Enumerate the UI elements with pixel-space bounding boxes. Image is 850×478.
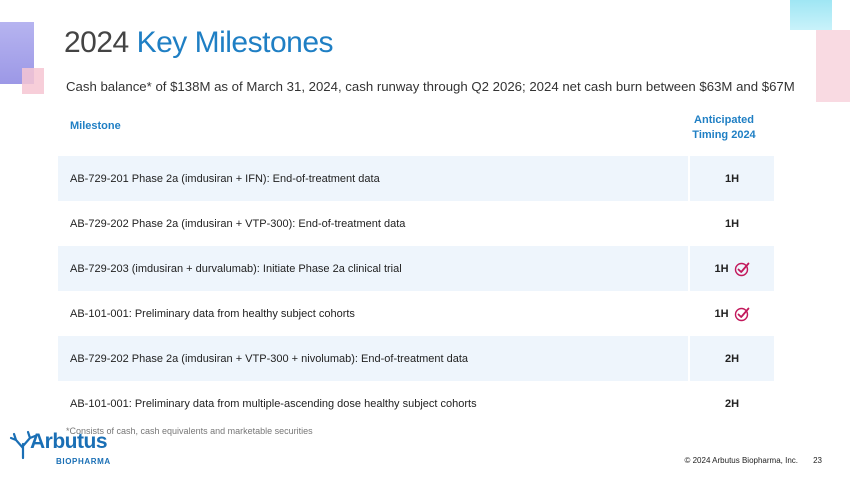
timing-value: 1H: [714, 262, 729, 275]
decor-block-blue: [790, 0, 832, 30]
title-year: 2024: [64, 26, 137, 59]
timing-value: 2H: [724, 352, 740, 365]
timing-value: 1H: [724, 172, 740, 185]
milestone-cell: AB-729-202 Phase 2a (imdusiran + VTP-300…: [70, 217, 406, 230]
header-timing-line2: Timing 2024: [692, 129, 756, 141]
milestones-table: Milestone Anticipated Timing 2024 AB-729…: [58, 108, 774, 426]
copyright: © 2024 Arbutus Biopharma, Inc.: [684, 456, 798, 465]
page-number: 23: [813, 456, 822, 465]
timing-value: 1H: [724, 217, 740, 230]
milestone-cell: AB-101-001: Preliminary data from health…: [70, 307, 355, 320]
header-timing-line1: Anticipated: [694, 114, 754, 126]
logo-wordmark: Arbutus: [30, 430, 108, 453]
table-row: AB-729-201 Phase 2a (imdusiran + IFN): E…: [58, 156, 774, 201]
timing-cell: 2H: [690, 336, 774, 381]
table-row: AB-729-202 Phase 2a (imdusiran + VTP-300…: [58, 201, 774, 246]
decor-block-pink-right: [816, 30, 850, 102]
table-row: AB-101-001: Preliminary data from health…: [58, 291, 774, 336]
timing-cell: 1H: [690, 246, 774, 291]
subtitle: Cash balance* of $138M as of March 31, 2…: [66, 79, 795, 94]
timing-cell: 1H: [690, 156, 774, 201]
timing-value: 1H: [714, 307, 729, 320]
logo-subtext: BIOPHARMA: [56, 457, 111, 466]
page-title: 2024 Key Milestones: [64, 26, 334, 60]
timing-value: 2H: [724, 397, 740, 410]
decor-block-pink: [22, 68, 44, 94]
milestone-cell: AB-729-201 Phase 2a (imdusiran + IFN): E…: [58, 156, 688, 201]
table-row: AB-101-001: Preliminary data from multip…: [58, 381, 774, 426]
arbutus-tree-icon: [9, 430, 37, 460]
table-header: Milestone Anticipated Timing 2024: [58, 108, 774, 150]
timing-cell: 1H: [690, 201, 774, 246]
header-milestone: Milestone: [70, 120, 121, 132]
footnote: *Consists of cash, cash equivalents and …: [66, 426, 313, 436]
title-main: Key Milestones: [136, 26, 334, 59]
check-circle-icon: [734, 307, 749, 321]
company-logo: Arbutus BIOPHARMA: [8, 430, 118, 468]
check-circle-icon: [734, 262, 749, 276]
timing-cell: 1H: [690, 291, 774, 336]
milestone-cell: AB-729-203 (imdusiran + durvalumab): Ini…: [58, 246, 688, 291]
table-row: AB-729-203 (imdusiran + durvalumab): Ini…: [58, 246, 774, 291]
table-row: AB-729-202 Phase 2a (imdusiran + VTP-300…: [58, 336, 774, 381]
table-body: AB-729-201 Phase 2a (imdusiran + IFN): E…: [58, 156, 774, 426]
milestone-cell: AB-101-001: Preliminary data from multip…: [70, 397, 477, 410]
header-timing: Anticipated Timing 2024: [684, 113, 764, 143]
milestone-cell: AB-729-202 Phase 2a (imdusiran + VTP-300…: [58, 336, 688, 381]
timing-cell: 2H: [690, 381, 774, 426]
